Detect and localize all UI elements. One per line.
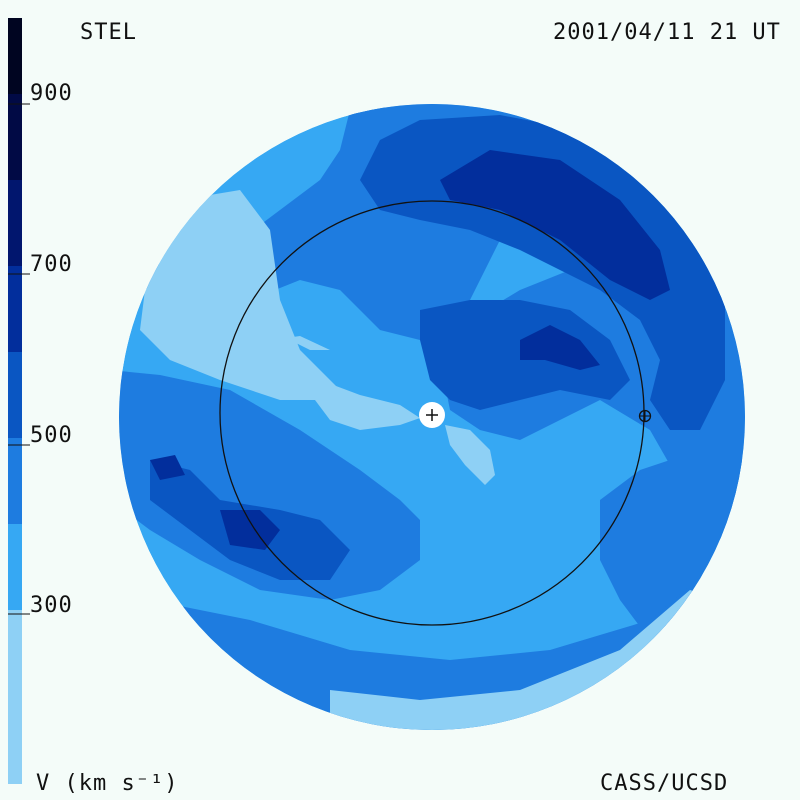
colorbar-tick-label-700: 700	[30, 252, 73, 277]
color-bar	[8, 18, 30, 784]
colorbar-band-200-300	[8, 610, 22, 784]
region-lobe-core	[520, 325, 600, 370]
colorbar-band-300-400	[8, 524, 22, 610]
sun-plus-icon	[419, 402, 445, 428]
timestamp-label: 2001/04/11 21 UT	[553, 20, 781, 45]
colorbar-band-500-600	[8, 352, 22, 438]
colorbar-tick-label-500: 500	[30, 423, 73, 448]
credit-label: CASS/UCSD	[600, 771, 729, 796]
colorbar-band-700-800	[8, 180, 22, 266]
earth-circle-plus-icon	[638, 409, 652, 423]
region-slow-tail	[445, 425, 495, 485]
colorbar-band-800-900	[8, 94, 22, 180]
velocity-disc	[119, 104, 745, 730]
region-left-core	[220, 510, 280, 550]
colorbar-unit-label: V (km s⁻¹)	[36, 771, 179, 796]
colorbar-band-600-700	[8, 266, 22, 352]
region-arc-core	[440, 150, 670, 300]
earth-orbit-circle	[219, 200, 645, 626]
colorbar-band-900-plus	[8, 18, 22, 94]
region-slow-left	[140, 190, 340, 400]
region-slow-streak	[286, 336, 330, 350]
instrument-label: STEL	[80, 20, 137, 45]
colorbar-tick-label-900: 900	[30, 81, 73, 106]
region-left-spot	[150, 455, 185, 480]
colorbar-tick-label-300: 300	[30, 593, 73, 618]
colorbar-band-400-500	[8, 438, 22, 524]
region-slow-center	[315, 380, 420, 430]
